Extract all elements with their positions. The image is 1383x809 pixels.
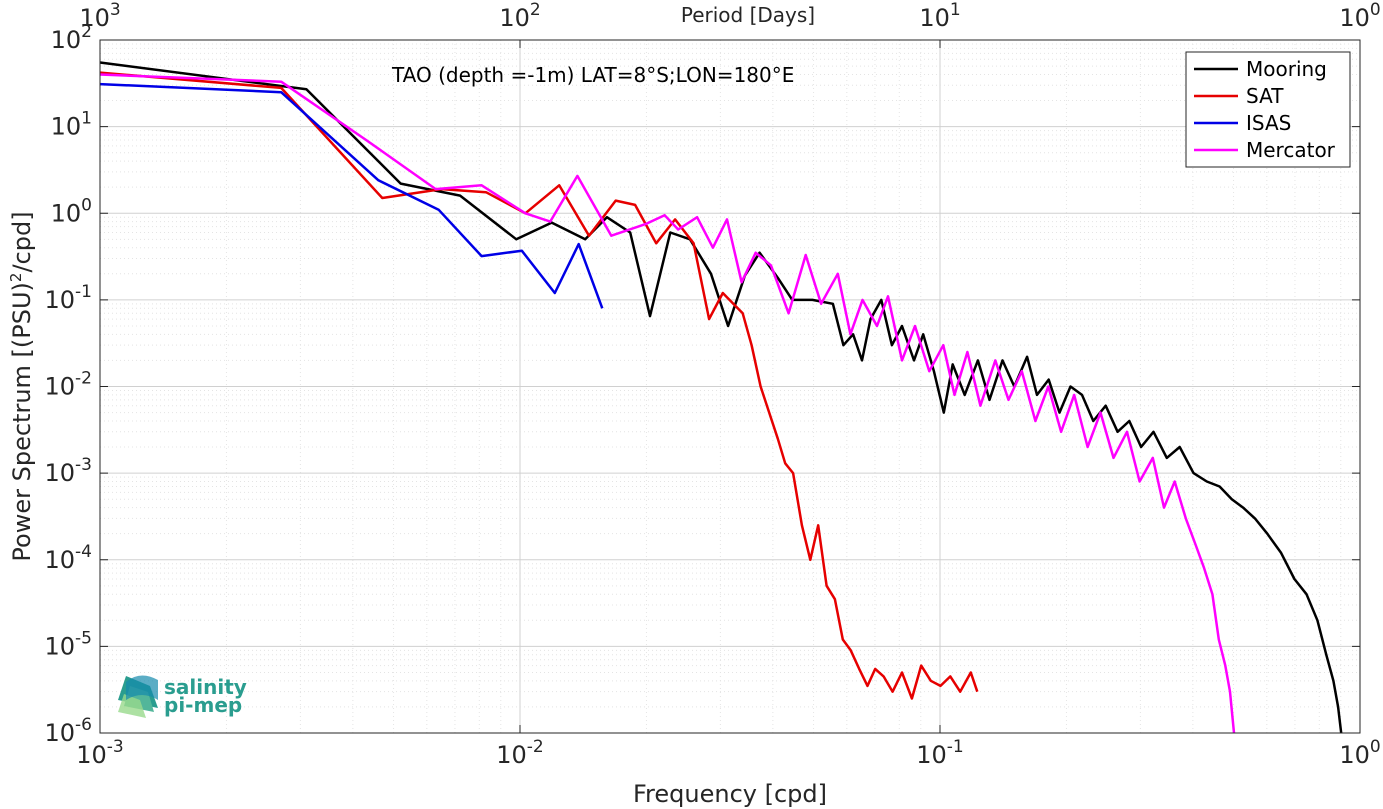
y-tick-label: 101 (51, 109, 92, 141)
top-tick-label: 100 (1339, 0, 1380, 32)
logo-text-pi-mep: pi-mep (164, 693, 242, 717)
y-axis-label-main: Power Spectrum [(PSU) (8, 282, 36, 561)
y-tick-label: 100 (51, 195, 92, 227)
y-axis-label-sup: 2 (7, 273, 25, 283)
x-tick-label: 10-1 (916, 737, 964, 769)
chart-annotation: TAO (depth =-1m) LAT=8°S;LON=180°E (391, 63, 794, 87)
wave-logo-icon (118, 675, 158, 718)
salinity-pi-mep-logo: salinity pi-mep (118, 675, 247, 718)
grid (99, 40, 1360, 734)
top-tick-label: 103 (79, 0, 120, 32)
legend-entry: Mercator (1246, 138, 1336, 162)
logo-text-salinity: salinity (164, 675, 247, 699)
y-tick-label: 10-6 (45, 715, 93, 747)
y-tick-label: 10-4 (45, 542, 93, 574)
legend-entry: ISAS (1246, 111, 1291, 135)
x-tick-label: 10-3 (76, 737, 124, 769)
y-tick-label: 10-1 (45, 282, 93, 314)
series-line-sat (99, 71, 979, 700)
legend-box (1185, 51, 1351, 168)
x-tick-label: 100 (1339, 737, 1380, 769)
y-tick-label: 10-5 (45, 628, 93, 660)
y-axis-label-tail: /cpd] (8, 211, 36, 272)
legend: Mooring SAT ISAS Mercator (1185, 51, 1351, 168)
series-line-mooring (99, 61, 1343, 734)
top-tick-label: 102 (499, 0, 540, 32)
top-axis-label: Period [Days] (681, 3, 815, 27)
x-axis-label: Frequency [cpd] (633, 780, 827, 808)
y-axis-label: Power Spectrum [(PSU)2/cpd] (7, 211, 36, 561)
y-tick-label: 10-3 (45, 455, 93, 487)
y-tick-label: 102 (51, 22, 92, 54)
series-line-isas (99, 82, 604, 309)
top-tick-label: 101 (919, 0, 960, 32)
y-tick-label: 10-2 (45, 369, 93, 401)
legend-entry: SAT (1246, 84, 1284, 108)
legend-entry: Mooring (1246, 57, 1327, 81)
series-line-mercator (99, 73, 1236, 734)
plot-series (99, 61, 1343, 734)
x-tick-label: 10-2 (496, 737, 544, 769)
